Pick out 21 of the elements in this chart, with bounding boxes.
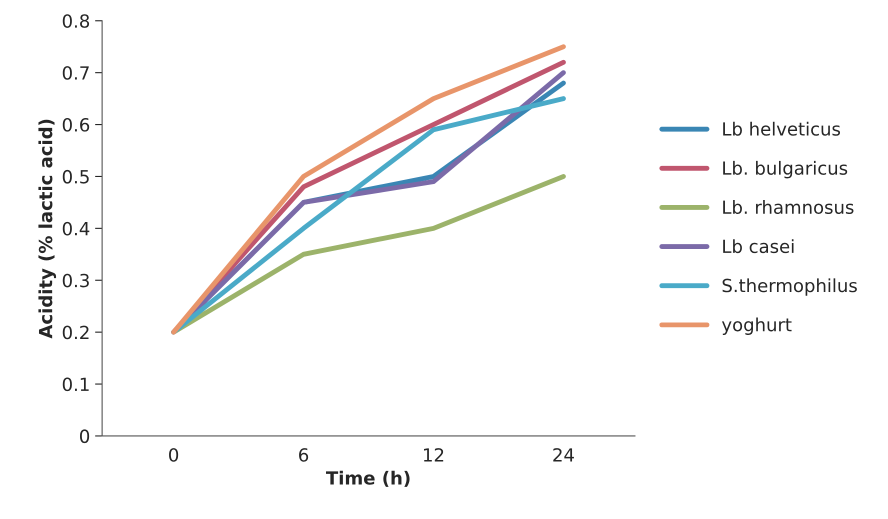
x-tick-label: 12	[424, 448, 444, 462]
legend-label: Lb helveticus	[723, 122, 840, 136]
y-tick-label: 0.6	[62, 118, 90, 132]
y-tick-label: 0.5	[62, 170, 89, 184]
legend-label: Lb. bulgaricus	[723, 160, 848, 178]
legend-label: Lb casei	[723, 239, 794, 254]
y-tick-label: 0.2	[62, 326, 89, 340]
y-tick-label: 0	[80, 429, 90, 444]
x-axis-title: Time (h)	[326, 470, 410, 487]
x-tick-label: 24	[553, 448, 574, 462]
y-tick-label: 0.4	[62, 222, 90, 236]
x-tick-label: 6	[299, 448, 308, 462]
legend-label: yoghurt	[722, 317, 792, 335]
legend-label: Lb. rhamnosus	[723, 200, 854, 214]
y-axis-title: Acidity (% lactic acid)	[38, 120, 56, 338]
y-tick-label: 0.8	[62, 14, 90, 28]
y-tick-label: 0.1	[62, 378, 89, 392]
y-tick-label: 0.7	[62, 66, 89, 80]
legend-label: S.thermophilus	[722, 278, 857, 296]
y-tick-label: 0.3	[62, 274, 89, 288]
x-tick-label: 0	[169, 448, 178, 462]
